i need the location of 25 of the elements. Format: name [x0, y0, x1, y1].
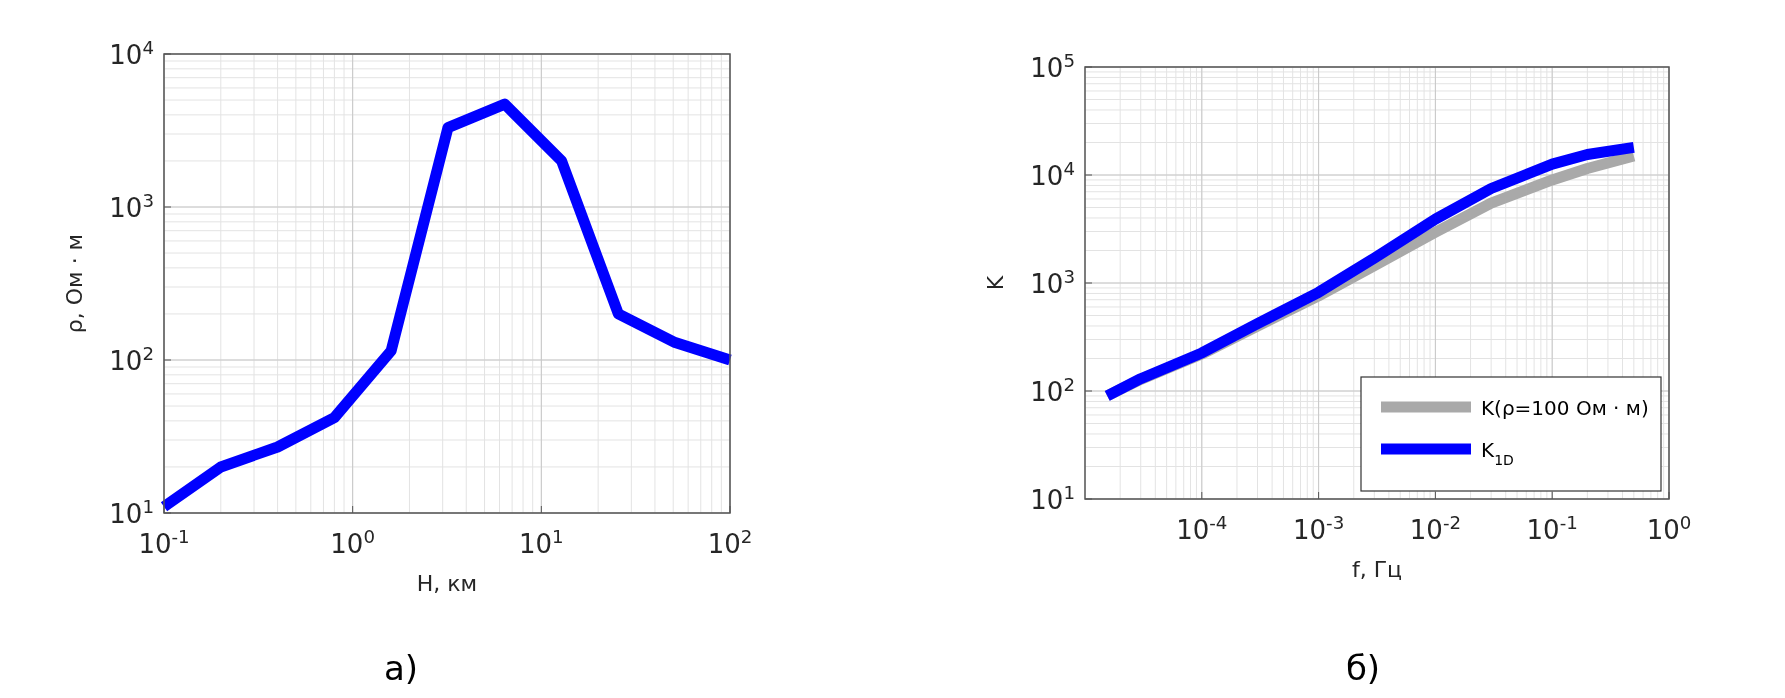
y-tick-label: 10$^{5}$	[1030, 49, 1075, 83]
x-tick-label: 10$^{-3}$	[1292, 511, 1345, 545]
y-tick-label: 10$^{1}$	[1030, 481, 1075, 515]
y-tick-label: 10$^{2}$	[109, 342, 154, 376]
y-tick-label: 10$^{2}$	[1030, 373, 1075, 407]
x-tick-label: 10$^{-1}$	[138, 525, 190, 559]
legend-label: K$_{1D}$	[1481, 438, 1514, 468]
text: а)	[383, 648, 419, 688]
x-tick-label: 10$^{-2}$	[1409, 511, 1462, 545]
y-tick-label: 10$^{3}$	[1030, 265, 1075, 299]
x-tick-label: 10$^{2}$	[707, 525, 753, 559]
x-tick-label: 10$^{-1}$	[1526, 511, 1578, 545]
x-axis-title: H, км	[416, 571, 478, 596]
x-tick-label: 10$^{1}$	[519, 525, 564, 559]
y-tick-label: 10$^{4}$	[109, 36, 154, 70]
x-axis-title: f, Гц	[1351, 557, 1403, 582]
y-axis-title: ρ, Ом · м	[62, 233, 87, 334]
y-tick-label: 10$^{3}$	[109, 189, 154, 223]
x-tick-label: 10$^{0}$	[1646, 511, 1692, 545]
x-tick-label: 10$^{0}$	[330, 525, 375, 559]
text: б)	[1345, 648, 1381, 688]
legend-label: K(ρ=100 Ом · м)	[1481, 396, 1649, 420]
y-tick-label: 10$^{4}$	[1030, 157, 1075, 191]
y-axis-title: K	[983, 275, 1008, 291]
x-tick-label: 10$^{-4}$	[1176, 511, 1228, 545]
